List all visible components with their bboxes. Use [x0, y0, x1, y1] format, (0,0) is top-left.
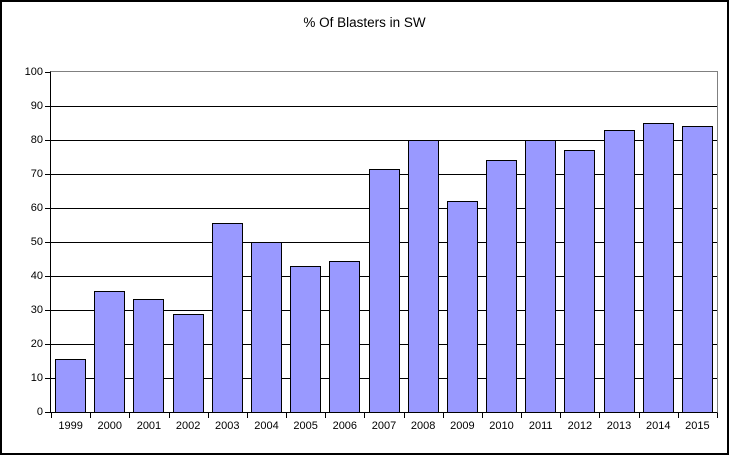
- y-axis-tick: [45, 310, 50, 311]
- x-axis-label: 2005: [293, 420, 318, 432]
- y-axis-tick: [45, 208, 50, 209]
- y-axis-label: 20: [30, 338, 43, 350]
- x-axis-label: 2002: [175, 420, 201, 432]
- bar-2004: [250, 242, 282, 412]
- x-axis-tick: [286, 413, 288, 418]
- y-axis-label: 70: [30, 168, 43, 180]
- bar-2001: [133, 298, 165, 412]
- y-axis-tick: [45, 242, 50, 243]
- bar-2002: [172, 314, 204, 412]
- x-axis-tick: [442, 413, 444, 418]
- x-axis-tick: [51, 413, 52, 418]
- x-axis-label: 1999: [58, 420, 83, 432]
- chart-title: % Of Blasters in SW: [303, 15, 426, 30]
- y-axis-label: 40: [30, 270, 43, 282]
- y-axis-label: 10: [30, 372, 43, 384]
- x-axis-label: 2012: [567, 420, 593, 432]
- y-axis-tick: [45, 412, 50, 413]
- x-axis-label: 2009: [450, 420, 475, 432]
- y-axis-label: 30: [30, 304, 43, 316]
- y-axis-tick: [45, 174, 50, 175]
- x-axis-tick: [246, 413, 248, 418]
- bar-2015: [681, 126, 713, 412]
- x-axis-label: 2008: [410, 420, 436, 432]
- x-axis-tick: [168, 413, 170, 418]
- bar-2005: [290, 265, 322, 412]
- bar-2012: [564, 150, 596, 412]
- plot-area: 0 10 20 30 40 50 60 70 80 90 100 1999 2000 2001 2002 20…: [25, 66, 718, 432]
- y-axis-label: 100: [24, 66, 43, 78]
- y-axis-label: 50: [30, 236, 43, 248]
- y-axis-label: 60: [30, 202, 43, 214]
- x-axis-label: 2010: [489, 420, 514, 432]
- x-axis-label: 2001: [136, 420, 162, 432]
- x-axis-tick: [325, 413, 327, 418]
- x-axis-label: 2007: [371, 420, 397, 432]
- x-axis-label: 2013: [606, 420, 632, 432]
- y-axis-tick: [45, 378, 50, 379]
- bar-2008: [407, 140, 439, 412]
- y-axis-label: 80: [30, 134, 43, 146]
- x-axis-tick: [677, 413, 679, 418]
- y-axis-label: 0: [36, 406, 43, 418]
- gridline: [51, 106, 717, 107]
- x-axis-label: 2004: [254, 420, 279, 432]
- bar-1999: [55, 359, 87, 412]
- x-axis-tick: [599, 413, 601, 418]
- x-axis-tick: [90, 413, 92, 418]
- x-axis-tick: [717, 413, 718, 418]
- bar-2010: [486, 160, 518, 412]
- x-axis-label: 2014: [645, 420, 671, 432]
- y-axis-tick: [45, 344, 50, 345]
- bar-2007: [368, 168, 400, 412]
- bar-2013: [603, 129, 635, 412]
- y-axis-label: 90: [30, 100, 43, 112]
- x-axis-tick: [364, 413, 366, 418]
- x-axis-tick: [521, 413, 523, 418]
- gridline: [51, 140, 717, 141]
- bar-2009: [446, 201, 478, 412]
- y-axis-tick: [45, 140, 50, 141]
- x-axis-label: 2015: [685, 420, 710, 432]
- x-axis-label: 2003: [215, 420, 240, 432]
- bar-2000: [94, 290, 126, 412]
- x-axis-tick: [481, 413, 483, 418]
- bar-2006: [329, 260, 361, 412]
- x-axis-label: 2011: [528, 420, 553, 432]
- x-axis-tick: [560, 413, 562, 418]
- x-axis-tick: [129, 413, 131, 418]
- x-axis-label: 2000: [97, 420, 122, 432]
- bar-2014: [642, 123, 674, 412]
- y-axis-tick: [45, 106, 50, 107]
- bar-2011: [525, 140, 557, 412]
- x-axis-tick: [638, 413, 640, 418]
- y-axis-tick: [45, 276, 50, 277]
- x-axis-label: 2006: [332, 420, 358, 432]
- x-axis-tick: [403, 413, 405, 418]
- x-axis-tick: [207, 413, 209, 418]
- bar-2003: [211, 223, 243, 412]
- y-axis-tick: [45, 72, 50, 73]
